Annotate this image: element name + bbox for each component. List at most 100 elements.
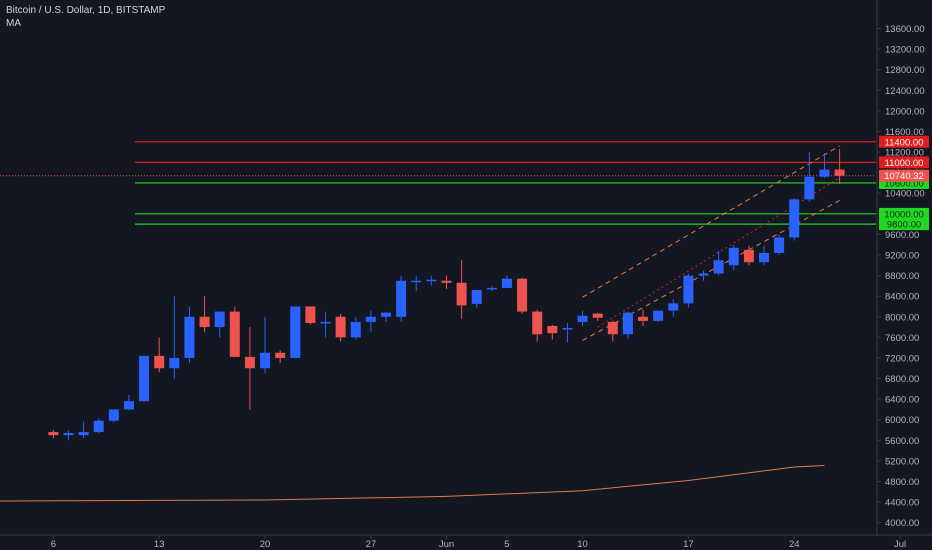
last-price-tag: 10740.32 [884,171,924,182]
candle-body [184,316,195,358]
chart-legend: Bitcoin / U.S. Dollar, 1D, BITSTAMP MA [6,4,165,30]
y-tick-label: 7600.00 [885,333,919,344]
candle-body [260,352,271,369]
candle-body [638,316,649,321]
candle-body [441,280,452,283]
x-tick-label: 13 [154,539,165,550]
indicator-label: MA [6,18,21,29]
candle-body [456,282,467,306]
candle-body [743,249,754,263]
y-tick-label: 12000.00 [885,106,925,117]
candle-body [396,280,407,317]
x-tick-label: 27 [366,539,377,550]
candle-body [48,432,59,436]
y-tick-label: 5200.00 [885,456,919,467]
candle-body [381,312,391,317]
y-tick-label: 12800.00 [885,65,925,76]
x-tick-label: 6 [51,539,56,550]
candle-body [547,326,558,334]
level-tag: 10600.00 [884,178,924,189]
x-tick-label: 10 [577,539,588,550]
candle-body [607,321,618,335]
candle-body [78,432,89,436]
level-tag: 11400.00 [885,137,924,148]
x-tick-label: 24 [789,539,800,550]
candle-body [139,355,150,402]
y-tick-label: 9200.00 [885,251,919,262]
channel-upper [582,145,840,298]
candle-body [759,252,769,263]
candle-body [471,290,482,304]
candle-body [592,313,603,318]
y-tick-label: 8800.00 [885,271,919,282]
last-price-tag-bg [879,169,929,182]
y-tick-label: 8000.00 [885,312,919,323]
candle-body [577,315,588,322]
y-tick-label: 4000.00 [885,518,919,529]
candle-body [350,321,361,338]
candle-body [275,352,286,358]
candle-body [320,321,331,324]
y-tick-label: 13200.00 [885,45,925,56]
candle-body [63,433,74,436]
level-tag-bg [879,218,929,231]
y-tick-label: 6000.00 [885,415,919,426]
candle-body [229,311,240,357]
candle-body [653,310,664,321]
y-tick-label: 9600.00 [885,230,919,241]
candle-body [622,312,633,335]
y-tick-label: 4800.00 [885,477,919,488]
candle-body [305,306,316,323]
candle-body [108,409,119,421]
y-tick-label: 4400.00 [885,498,919,509]
candle-body [683,275,694,304]
y-tick-label: 6800.00 [885,374,919,385]
y-tick-label: 7200.00 [885,353,919,364]
y-tick-label: 8400.00 [885,292,919,303]
y-tick-label: 11200.00 [885,148,924,159]
candle-body [789,199,800,238]
candle-body [532,311,543,335]
y-tick-label: 10400.00 [885,189,925,200]
channel-middle [597,177,840,328]
level-tag-bg [879,207,929,220]
candle-body [517,278,528,312]
level-tag: 10000.00 [884,209,924,220]
x-tick-label: Jun [439,539,454,550]
x-tick-label: 5 [504,539,509,550]
candle-body [411,280,422,283]
candle-body [774,237,785,253]
candle-body [290,306,301,358]
candle-body [214,311,225,328]
x-tick-label: 20 [260,539,271,550]
ma-line [0,465,825,502]
candle-body [154,355,165,369]
candle-body [728,247,739,266]
candle-body [698,273,709,276]
level-tag: 9800.00 [887,220,921,231]
y-tick-label: 13600.00 [885,24,925,35]
candle-body [562,328,573,330]
candle-body [169,357,180,369]
candle-body [199,316,210,328]
level-tag: 11000.00 [885,158,924,169]
symbol-title: Bitcoin / U.S. Dollar, 1D, BITSTAMP [6,5,166,16]
candle-body [834,169,845,176]
x-tick-label: 17 [683,539,694,550]
candle-body [93,420,104,433]
channel-lower [582,200,840,341]
y-tick-label: 11600.00 [885,127,924,138]
candle-body [123,401,134,410]
candle-body [365,316,376,322]
candle-body [501,278,512,288]
candle-body [335,316,346,338]
y-tick-label: 5600.00 [885,436,919,447]
candle-body [668,303,679,311]
level-tag-bg [879,156,929,169]
level-tag-bg [879,135,929,148]
candle-body [804,176,815,200]
x-tick-label: Jul [894,539,906,550]
y-tick-label: 6400.00 [885,395,919,406]
